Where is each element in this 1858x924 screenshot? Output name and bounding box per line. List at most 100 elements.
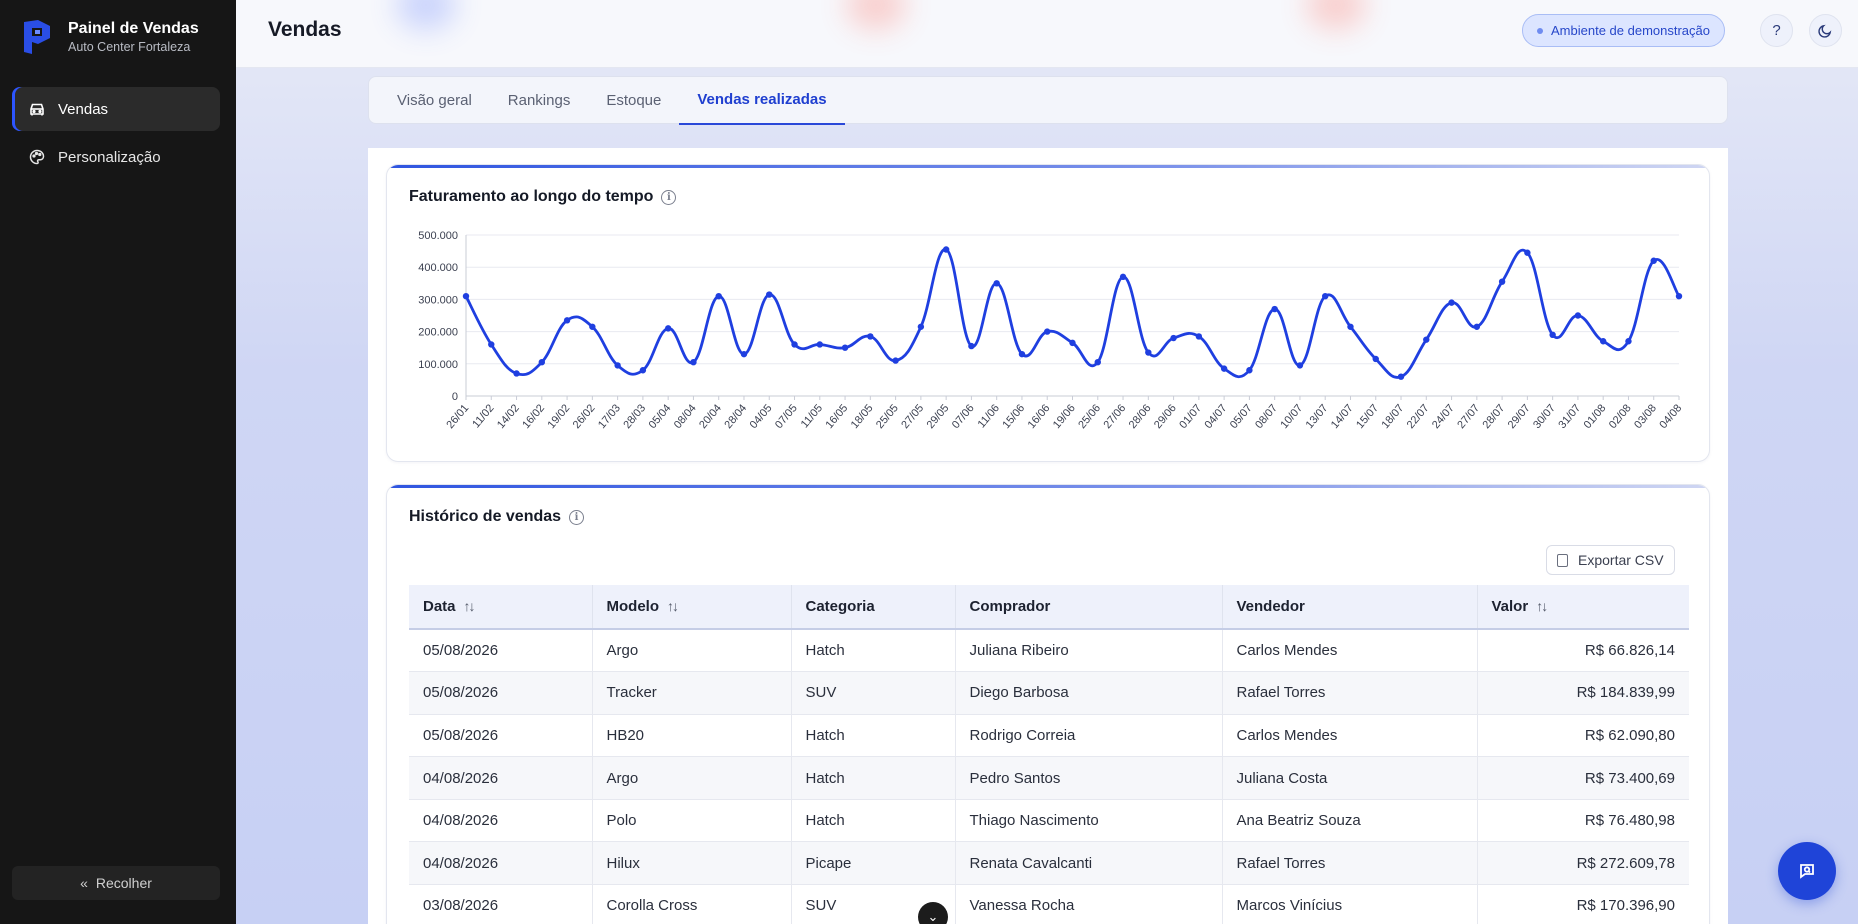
column-header-valor[interactable]: Valor ↑↓ [1477,585,1689,630]
x-tick-label: 08/07 [1253,402,1280,431]
data-point [614,362,621,369]
table-row[interactable]: 05/08/2026 HB20 Hatch Rodrigo Correia Carlos… [409,714,1689,758]
info-icon[interactable]: i [569,509,585,525]
data-point [892,357,899,364]
x-tick-label: 07/06 [950,402,977,431]
column-header-comprador: Comprador [955,585,1223,630]
table-cell: Ana Beatriz Souza [1222,799,1478,843]
table-cell: R$ 272.609,78 [1477,841,1689,886]
data-point [1170,334,1177,342]
data-point [968,342,975,350]
x-tick-label: 16/05 [823,402,850,431]
y-tick-label: 500.000 [418,230,458,242]
x-tick-label: 10/07 [1278,402,1305,431]
tab-estoque[interactable]: Estoque [606,92,662,109]
export-csv-button[interactable]: Exportar CSV [1546,545,1675,575]
table-row[interactable]: 04/08/2026 Polo Hatch Thiago Nascimento Ana … [409,799,1689,843]
x-tick-label: 04/05 [748,402,775,431]
x-tick-label: 15/06 [1000,402,1027,431]
data-point [766,291,773,298]
x-tick-label: 04/08 [1657,402,1684,431]
logo-icon [24,20,50,54]
brand[interactable]: Painel de Vendas Auto Center Fortaleza [20,18,199,56]
info-icon[interactable]: i [661,189,677,205]
x-tick-label: 29/07 [1506,402,1533,431]
column-header-vendedor: Vendedor [1222,585,1478,630]
column-header-data[interactable]: Data ↑↓ [409,585,593,630]
data-point [1094,358,1101,366]
data-point [715,292,722,300]
column-label: Modelo [606,598,660,615]
x-tick-label: 04/07 [1203,402,1230,431]
table-row[interactable]: 05/08/2026 Tracker SUV Diego Barbosa Rafael … [409,671,1689,715]
sidebar-item-vendas[interactable]: Vendas [12,87,220,131]
tab-vendas-realizadas[interactable]: Vendas realizadas [679,77,845,125]
table-cell: R$ 62.090,80 [1477,714,1689,758]
table-cell: Argo [592,629,792,673]
x-tick-label: 28/03 [621,402,648,431]
help-button[interactable]: ? [1760,14,1793,47]
tab-visao-geral[interactable]: Visão geral [397,92,472,109]
data-point [1524,249,1531,256]
sales-history-card: Histórico de vendas i Exportar CSV Data ↑… [386,484,1710,924]
data-point [1599,338,1607,345]
y-tick-label: 300.000 [418,294,458,306]
theme-toggle-button[interactable] [1809,14,1842,47]
table-row[interactable]: 04/08/2026 Hilux Picape Renata Cavalcanti Ra… [409,841,1689,886]
data-point [1473,323,1481,330]
table-cell: Pedro Santos [955,756,1223,800]
sales-card-title: Histórico de vendas [409,508,562,525]
table-row[interactable]: 05/08/2026 Argo Hatch Juliana Ribeiro Carlos… [409,629,1689,673]
demo-environment-badge[interactable]: Ambiente de demonstração [1522,14,1725,47]
collapse-sidebar-button[interactable]: « Recolher [12,866,220,900]
sidebar-item-label: Personalização [58,148,161,166]
data-point [1119,273,1127,281]
column-header-modelo[interactable]: Modelo ↑↓ [592,585,792,630]
sidebar: Painel de Vendas Auto Center Fortaleza V… [0,0,236,924]
revenue-card-title-row: Faturamento ao longo do tempo i [409,188,677,206]
data-point [538,358,546,366]
table-cell: 04/08/2026 [409,756,593,800]
x-tick-label: 02/08 [1607,402,1634,431]
sales-table-wrapper: Data ↑↓ Modelo ↑↓ Categoria Comprador Vend… [409,585,1689,924]
x-tick-label: 27/06 [1101,402,1128,431]
header-decoration [1306,0,1366,30]
table-cell: Renata Cavalcanti [955,841,1223,886]
tab-rankings[interactable]: Rankings [507,92,571,109]
scroll-down-button[interactable]: ⌄ [918,902,948,924]
sort-icon[interactable]: ↑↓ [463,598,476,614]
page-title: Vendas [268,18,342,41]
table-cell: 05/08/2026 [409,629,593,673]
data-point [740,350,748,358]
data-point [1069,339,1076,347]
chat-assistant-button[interactable] [1778,842,1836,900]
table-cell: 04/08/2026 [409,841,593,886]
data-point [1322,292,1329,300]
table-cell: Carlos Mendes [1222,714,1478,758]
data-point [1675,292,1683,300]
table-cell: Rafael Torres [1222,671,1478,715]
data-point [1448,299,1455,306]
x-tick-label: 27/05 [899,402,926,431]
data-point [1220,365,1228,372]
table-cell: Rodrigo Correia [955,714,1223,758]
data-point [1549,331,1556,339]
sidebar-item-personalizacao[interactable]: Personalização [12,135,220,179]
data-point [563,317,571,324]
x-tick-label: 11/05 [799,402,825,430]
header-decoration [846,0,906,30]
table-cell: R$ 184.839,99 [1477,671,1689,715]
table-row[interactable]: 03/08/2026 Corolla Cross SUV Vanessa Rocha M… [409,884,1689,924]
export-csv-label: Exportar CSV [1578,552,1664,568]
x-tick-label: 19/06 [1051,402,1078,431]
table-cell: Hatch [791,629,956,673]
x-tick-label: 16/02 [520,402,547,431]
data-point [462,292,470,300]
table-row[interactable]: 04/08/2026 Argo Hatch Pedro Santos Juliana C… [409,756,1689,800]
sort-icon[interactable]: ↑↓ [667,598,679,614]
y-tick-label: 200.000 [418,327,458,339]
x-tick-label: 24/07 [1430,402,1457,431]
table-cell: SUV [791,671,956,715]
help-icon: ? [1772,22,1781,39]
sort-icon[interactable]: ↑↓ [1536,598,1548,614]
